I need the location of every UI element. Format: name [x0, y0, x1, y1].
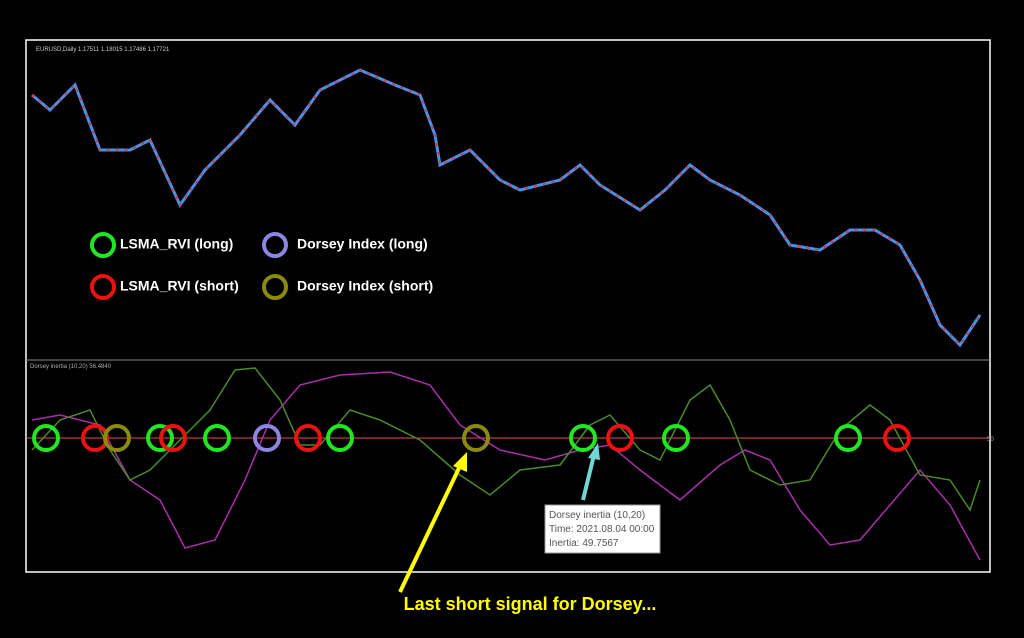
legend-label: LSMA_RVI (long)	[120, 236, 233, 252]
tooltip-arrowhead	[588, 443, 600, 460]
short-signal	[294, 424, 322, 452]
tooltip	[544, 504, 661, 554]
long-signal	[146, 424, 174, 452]
legend-swatch	[90, 232, 116, 258]
legend-label: Dorsey Index (long)	[297, 236, 428, 252]
dorsey-short-signal	[462, 424, 490, 452]
symbol-header: EURUSD,Daily 1.17511 1.18015 1.17486 1.1…	[36, 47, 170, 53]
price-candles	[31, 69, 981, 347]
legend-swatch	[262, 232, 288, 258]
indicator-title: Dorsey inertia (10,20) 56.4840	[30, 364, 112, 370]
annotation: Last short signal for Dorsey...	[404, 594, 657, 614]
short-signal	[883, 424, 911, 452]
chart-frame	[25, 39, 991, 573]
short-signal	[159, 424, 187, 452]
tooltip-line: Time: 2021.08.04 00:00	[549, 524, 655, 535]
tooltip-line: Inertia: 49.7567	[549, 538, 619, 549]
dorsey-long-signal	[253, 424, 281, 452]
legend-label: LSMA_RVI (short)	[120, 278, 239, 294]
long-signal	[32, 424, 60, 452]
long-signal	[834, 424, 862, 452]
long-signal	[569, 424, 597, 452]
dorsey-short-signal	[103, 424, 131, 452]
legend-swatch	[90, 274, 116, 300]
long-signal	[203, 424, 231, 452]
tooltip-arrow	[581, 454, 596, 501]
legend-swatch	[262, 274, 288, 300]
long-signal	[662, 424, 690, 452]
legend	[90, 232, 288, 300]
short-signal	[606, 424, 634, 452]
legend-label: Dorsey Index (short)	[297, 278, 433, 294]
level-label: 50	[987, 437, 994, 443]
annotation-arrowhead	[453, 452, 467, 472]
inertia-line	[31, 371, 981, 561]
long-signal	[326, 424, 354, 452]
tooltip-line: Dorsey inertia (10,20)	[549, 510, 645, 521]
signal-markers	[32, 424, 911, 452]
annotation-arrow	[398, 465, 462, 593]
